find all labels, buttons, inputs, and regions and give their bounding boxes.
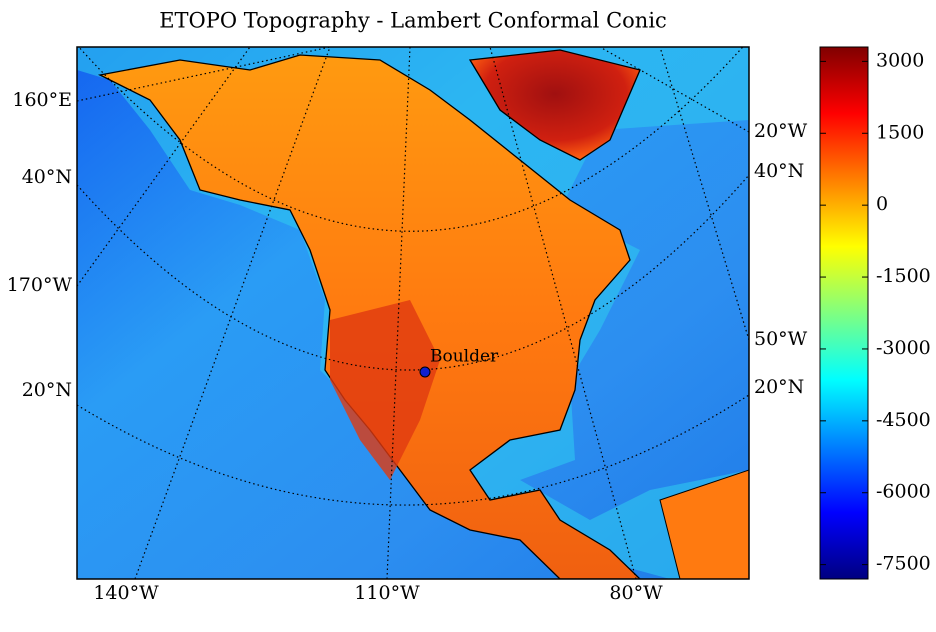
meridian [489,47,637,579]
south-america [659,469,749,579]
lon-label: 80°W [609,582,663,604]
meridian [386,47,411,579]
lat-lon-label: 170°W [7,274,73,296]
lon-label: 110°W [354,582,420,604]
colorbar-tick-label: 0 [876,193,888,215]
lat-lon-label: 20°N [22,379,72,401]
lat-lon-label: 160°E [12,89,72,111]
colorbar-tick-label: -7500 [876,553,931,575]
lat-lon-label: 20°N [754,376,804,398]
colorbar [819,46,869,580]
greenland [468,49,641,161]
lat-lon-label: 50°W [754,328,808,350]
marker [419,366,431,378]
meridian [599,47,749,133]
map: Boulder [77,47,749,579]
colorbar-tick-label: 3000 [876,49,924,71]
parallel [77,394,749,506]
colorbar-tick-label: 1500 [876,121,924,143]
rockies [330,300,440,480]
lat-lon-label: 40°N [22,166,72,188]
colorbar-tick-label: -4500 [876,409,931,431]
lon-label: 140°W [93,582,159,604]
colorbar-tick-label: -3000 [876,337,931,359]
marker-label: Boulder [430,347,499,367]
colorbar-tick-label: -1500 [876,265,931,287]
meridian [659,47,749,341]
title: ETOPO Topography - Lambert Conformal Con… [159,9,667,33]
lat-lon-label: 20°W [754,120,808,142]
lat-lon-label: 40°N [754,160,804,182]
colorbar-tick-label: -6000 [876,481,931,503]
map-frame [76,46,750,580]
